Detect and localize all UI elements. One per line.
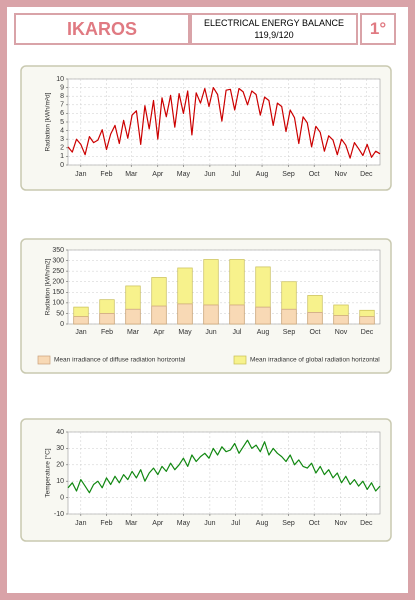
bar	[177, 303, 193, 325]
bar	[203, 304, 219, 325]
x-tick-label: Dec	[360, 171, 373, 178]
x-tick-label: Aug	[256, 520, 269, 527]
y-tick-label: 200	[52, 279, 64, 286]
x-tick-label: Sep	[282, 171, 295, 178]
bar	[281, 308, 297, 325]
x-tick-label: Jul	[233, 329, 242, 336]
legend-swatch	[37, 355, 51, 365]
x-tick-label: Mar	[125, 520, 138, 527]
data-line	[67, 439, 381, 494]
x-tick-label: Dec	[360, 520, 373, 527]
bar	[151, 305, 167, 325]
y-tick-label: -10	[54, 511, 64, 518]
y-tick-label: 40	[56, 429, 64, 436]
x-tick-label: Nov	[334, 171, 347, 178]
bar	[333, 315, 349, 325]
y-tick-label: 6	[60, 110, 64, 117]
x-tick-label: Apr	[152, 520, 164, 527]
x-tick-label: Jun	[204, 520, 215, 527]
y-tick-label: 10	[56, 76, 64, 83]
bar	[229, 304, 245, 325]
y-tick-label: 5	[60, 119, 64, 126]
data-line	[67, 87, 381, 159]
x-tick-label: Apr	[154, 329, 166, 336]
legend-label: Mean irradiance of global radiation hori…	[250, 357, 380, 364]
plot-area	[67, 249, 381, 325]
x-tick-label: Feb	[100, 520, 112, 527]
y-tick-label: 30	[56, 445, 64, 452]
y-tick-label: 300	[52, 257, 64, 264]
x-tick-label: Apr	[152, 171, 164, 178]
x-tick-label: Nov	[335, 329, 348, 336]
x-tick-label: Jan	[75, 520, 86, 527]
y-tick-label: 250	[52, 268, 64, 275]
y-tick-label: 20	[56, 462, 64, 469]
x-tick-label: Oct	[309, 520, 320, 527]
page-number: 1°	[360, 13, 396, 45]
y-axis-label: Temperature [°C]	[44, 448, 52, 497]
page: IKAROS ELECTRICAL ENERGY BALANCE 119,9/1…	[7, 7, 408, 593]
legend-swatch	[233, 355, 247, 365]
chart: -10 0 10 20 30 40 Temperature [°C] Jan Feb Mar Apr…	[20, 418, 392, 542]
y-tick-label: 9	[60, 84, 64, 91]
x-tick-label: May	[177, 171, 191, 178]
bar	[255, 306, 271, 325]
header-info: ELECTRICAL ENERGY BALANCE 119,9/120	[190, 13, 358, 45]
x-tick-label: Feb	[101, 329, 113, 336]
x-tick-label: May	[177, 520, 191, 527]
bar	[359, 316, 375, 325]
y-tick-label: 0	[60, 162, 64, 169]
x-tick-label: Jun	[205, 329, 216, 336]
y-tick-label: 350	[52, 247, 64, 254]
y-tick-label: 0	[60, 321, 64, 328]
y-tick-label: 2	[60, 145, 64, 152]
bar	[73, 316, 89, 325]
y-tick-label: 0	[60, 494, 64, 501]
y-tick-label: 4	[60, 127, 64, 134]
x-tick-label: Sep	[283, 329, 296, 336]
y-tick-label: 150	[52, 289, 64, 296]
x-tick-label: Jan	[75, 171, 86, 178]
bar	[99, 313, 115, 325]
x-tick-label: Mar	[127, 329, 140, 336]
x-tick-label: Dec	[361, 329, 374, 336]
y-axis-label: Radiation [kWh/m2]	[45, 258, 52, 315]
x-tick-label: Jun	[204, 171, 215, 178]
y-tick-label: 50	[56, 310, 64, 317]
x-tick-label: Sep	[282, 520, 295, 527]
legend-label: Mean irradiance of diffuse radiation hor…	[54, 357, 186, 364]
x-tick-label: May	[178, 329, 192, 336]
y-tick-label: 3	[60, 136, 64, 143]
chart: 0 12 3 45 67 8 910 Radiation [kWh/m²d] Jan Feb Mar…	[20, 65, 392, 191]
x-tick-label: Jul	[231, 171, 240, 178]
x-tick-label: Nov	[334, 520, 347, 527]
y-tick-label: 10	[56, 478, 64, 485]
y-tick-label: 100	[52, 300, 64, 307]
y-tick-label: 7	[60, 102, 64, 109]
x-tick-label: Jul	[231, 520, 240, 527]
x-tick-label: Jan	[75, 329, 86, 336]
header-title: IKAROS	[14, 13, 190, 45]
header-line: 119,9/120	[254, 30, 294, 40]
x-tick-label: Feb	[100, 171, 112, 178]
x-tick-label: Oct	[310, 329, 321, 336]
header-line: ELECTRICAL ENERGY BALANCE	[203, 18, 345, 28]
y-tick-label: 1	[60, 153, 64, 160]
x-tick-label: Oct	[309, 171, 320, 178]
y-tick-label: 8	[60, 93, 64, 100]
plot-area	[67, 431, 381, 515]
x-tick-label: Aug	[257, 329, 270, 336]
bar	[125, 308, 141, 325]
x-tick-label: Mar	[125, 171, 138, 178]
x-tick-label: Aug	[256, 171, 269, 178]
bar	[307, 312, 323, 325]
y-axis-label: Radiation [kWh/m²d]	[45, 92, 52, 151]
